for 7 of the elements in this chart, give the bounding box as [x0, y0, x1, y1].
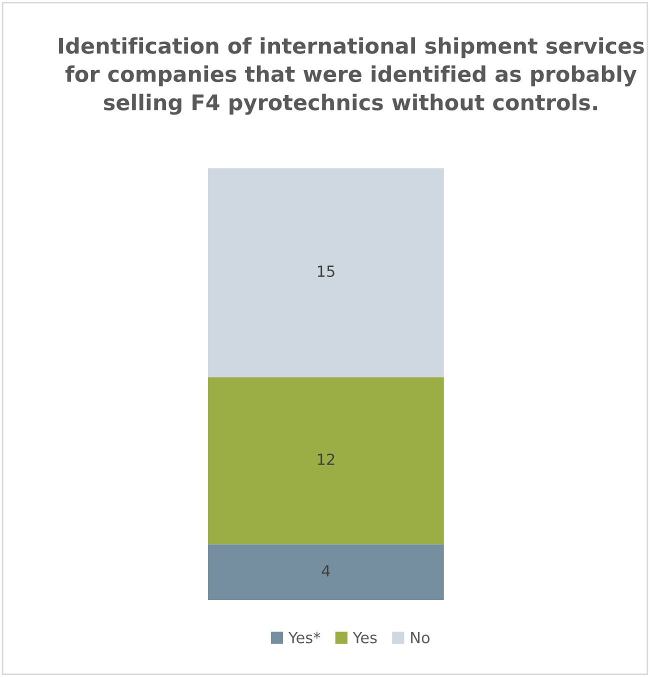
legend-label: Yes [352, 632, 377, 644]
legend-label: Yes* [288, 632, 320, 644]
legend-label: No [411, 632, 430, 644]
data-label: 15 [318, 266, 334, 278]
data-label: 4 [322, 565, 330, 576]
chart-title: Identification of international shipment services for companies that were identified as probably selling F4 pyrotechnics without controls. [59, 37, 644, 115]
data-label: 12 [318, 454, 334, 465]
